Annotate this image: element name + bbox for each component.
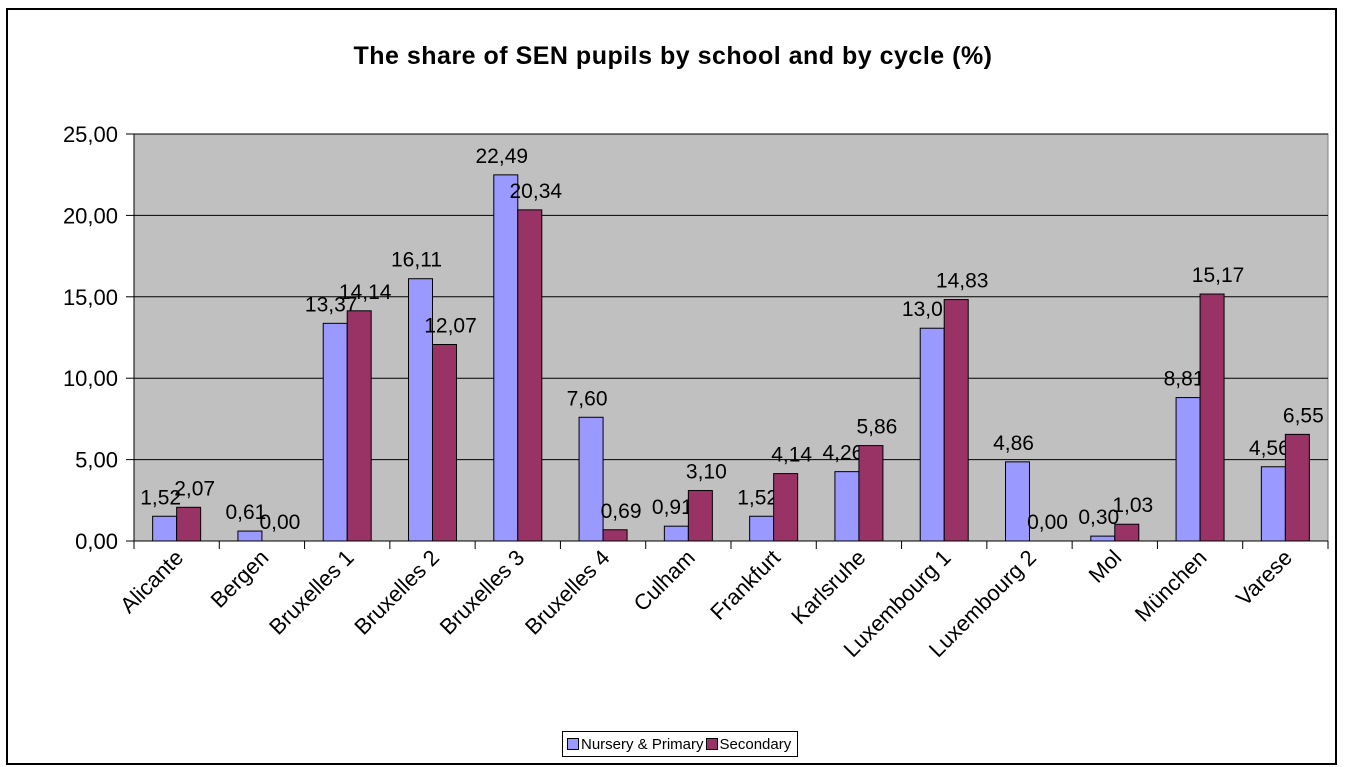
bar-nursery-primary — [493, 174, 519, 542]
bar-nursery-primary — [1090, 535, 1116, 542]
data-label: 1,52 — [140, 486, 181, 509]
data-label: 22,49 — [476, 145, 529, 168]
bar-secondary — [602, 529, 628, 542]
y-tick-label: 25,00 — [63, 122, 118, 147]
data-label: 15,17 — [1192, 264, 1245, 287]
data-label: 14,14 — [339, 281, 392, 304]
y-tick-label: 15,00 — [63, 285, 118, 310]
bar-nursery-primary — [408, 278, 433, 542]
bar-secondary — [687, 490, 713, 542]
data-label: 13,07 — [902, 298, 955, 321]
data-label: 12,07 — [424, 315, 477, 338]
bar-nursery-primary — [152, 515, 178, 542]
x-tick-label: Mol — [1084, 545, 1127, 588]
bar-secondary — [773, 473, 799, 542]
data-label: 20,34 — [510, 180, 563, 203]
data-label: 0,61 — [225, 501, 266, 524]
x-tick-label: Karlsruhe — [786, 545, 870, 629]
legend-item-nursery-primary: Nursery & Primary — [567, 736, 704, 753]
data-label: 0,00 — [259, 511, 300, 534]
legend-swatch-nursery-primary — [567, 738, 579, 750]
x-tick-label: Bruxelles 3 — [435, 545, 530, 640]
y-tick-label: 10,00 — [63, 366, 118, 391]
bar-nursery-primary — [919, 327, 945, 542]
y-tick-label: 20,00 — [63, 203, 118, 228]
data-label: 0,30 — [1078, 506, 1119, 529]
bar-secondary — [858, 445, 884, 542]
x-tick-label: Bruxelles 4 — [520, 545, 615, 640]
legend-label-nursery-primary: Nursery & Primary — [581, 735, 704, 753]
bar-secondary — [517, 209, 543, 542]
bar-nursery-primary — [1175, 397, 1201, 542]
bar-nursery-primary — [834, 471, 860, 542]
legend: Nursery & Primary Secondary — [562, 731, 799, 757]
data-label: 4,14 — [771, 444, 812, 467]
data-label: 14,83 — [936, 270, 989, 293]
bar-secondary — [1284, 433, 1310, 542]
legend-label-secondary: Secondary — [719, 735, 792, 753]
chart-title: The share of SEN pupils by school and by… — [353, 42, 993, 70]
data-label: 0,00 — [1027, 511, 1068, 534]
data-label: 0,91 — [652, 496, 693, 519]
bar-secondary — [346, 310, 372, 542]
legend-swatch-secondary — [705, 738, 718, 750]
data-label: 1,03 — [1112, 494, 1153, 517]
data-label: 8,81 — [1164, 368, 1205, 391]
bar-secondary — [943, 299, 969, 542]
x-tick-label: Bruxelles 1 — [264, 545, 359, 640]
x-tick-label: Alicante — [115, 545, 188, 618]
data-label: 5,86 — [856, 416, 897, 439]
x-tick-label: Varese — [1231, 545, 1297, 611]
bar-nursery-primary — [663, 525, 689, 542]
data-label: 3,10 — [686, 461, 727, 484]
bar-nursery-primary — [1260, 466, 1286, 542]
data-label: 4,86 — [993, 432, 1034, 455]
data-label: 7,60 — [567, 387, 608, 410]
x-tick-label: Frankfurt — [705, 545, 785, 625]
data-label: 4,26 — [822, 442, 863, 465]
x-tick-label: Culham — [629, 545, 700, 616]
data-label: 13,37 — [305, 293, 358, 316]
x-tick-label: Bruxelles 2 — [349, 545, 444, 640]
legend-item-secondary: Secondary — [705, 735, 792, 753]
plot-area — [133, 133, 1329, 542]
bar-nursery-primary — [578, 416, 604, 542]
bar-secondary — [1114, 523, 1140, 542]
data-label: 1,52 — [737, 486, 778, 509]
data-label: 16,11 — [391, 249, 442, 272]
bar-nursery-primary — [749, 515, 775, 542]
data-label: 4,56 — [1249, 437, 1290, 460]
x-tick-label: Bergen — [206, 545, 274, 613]
data-label: 2,07 — [174, 477, 215, 500]
bar-nursery-primary — [237, 530, 263, 542]
bar-nursery-primary — [322, 322, 348, 542]
data-label: 6,55 — [1283, 404, 1324, 427]
bar-secondary — [432, 344, 457, 542]
bar-secondary — [1199, 293, 1225, 542]
x-tick-label: München — [1130, 545, 1212, 627]
bar-secondary — [176, 506, 202, 542]
bar-nursery-primary — [1005, 461, 1030, 542]
data-label: 0,69 — [601, 500, 642, 523]
y-tick-label: 5,00 — [75, 448, 118, 473]
y-tick-label: 0,00 — [75, 529, 118, 554]
